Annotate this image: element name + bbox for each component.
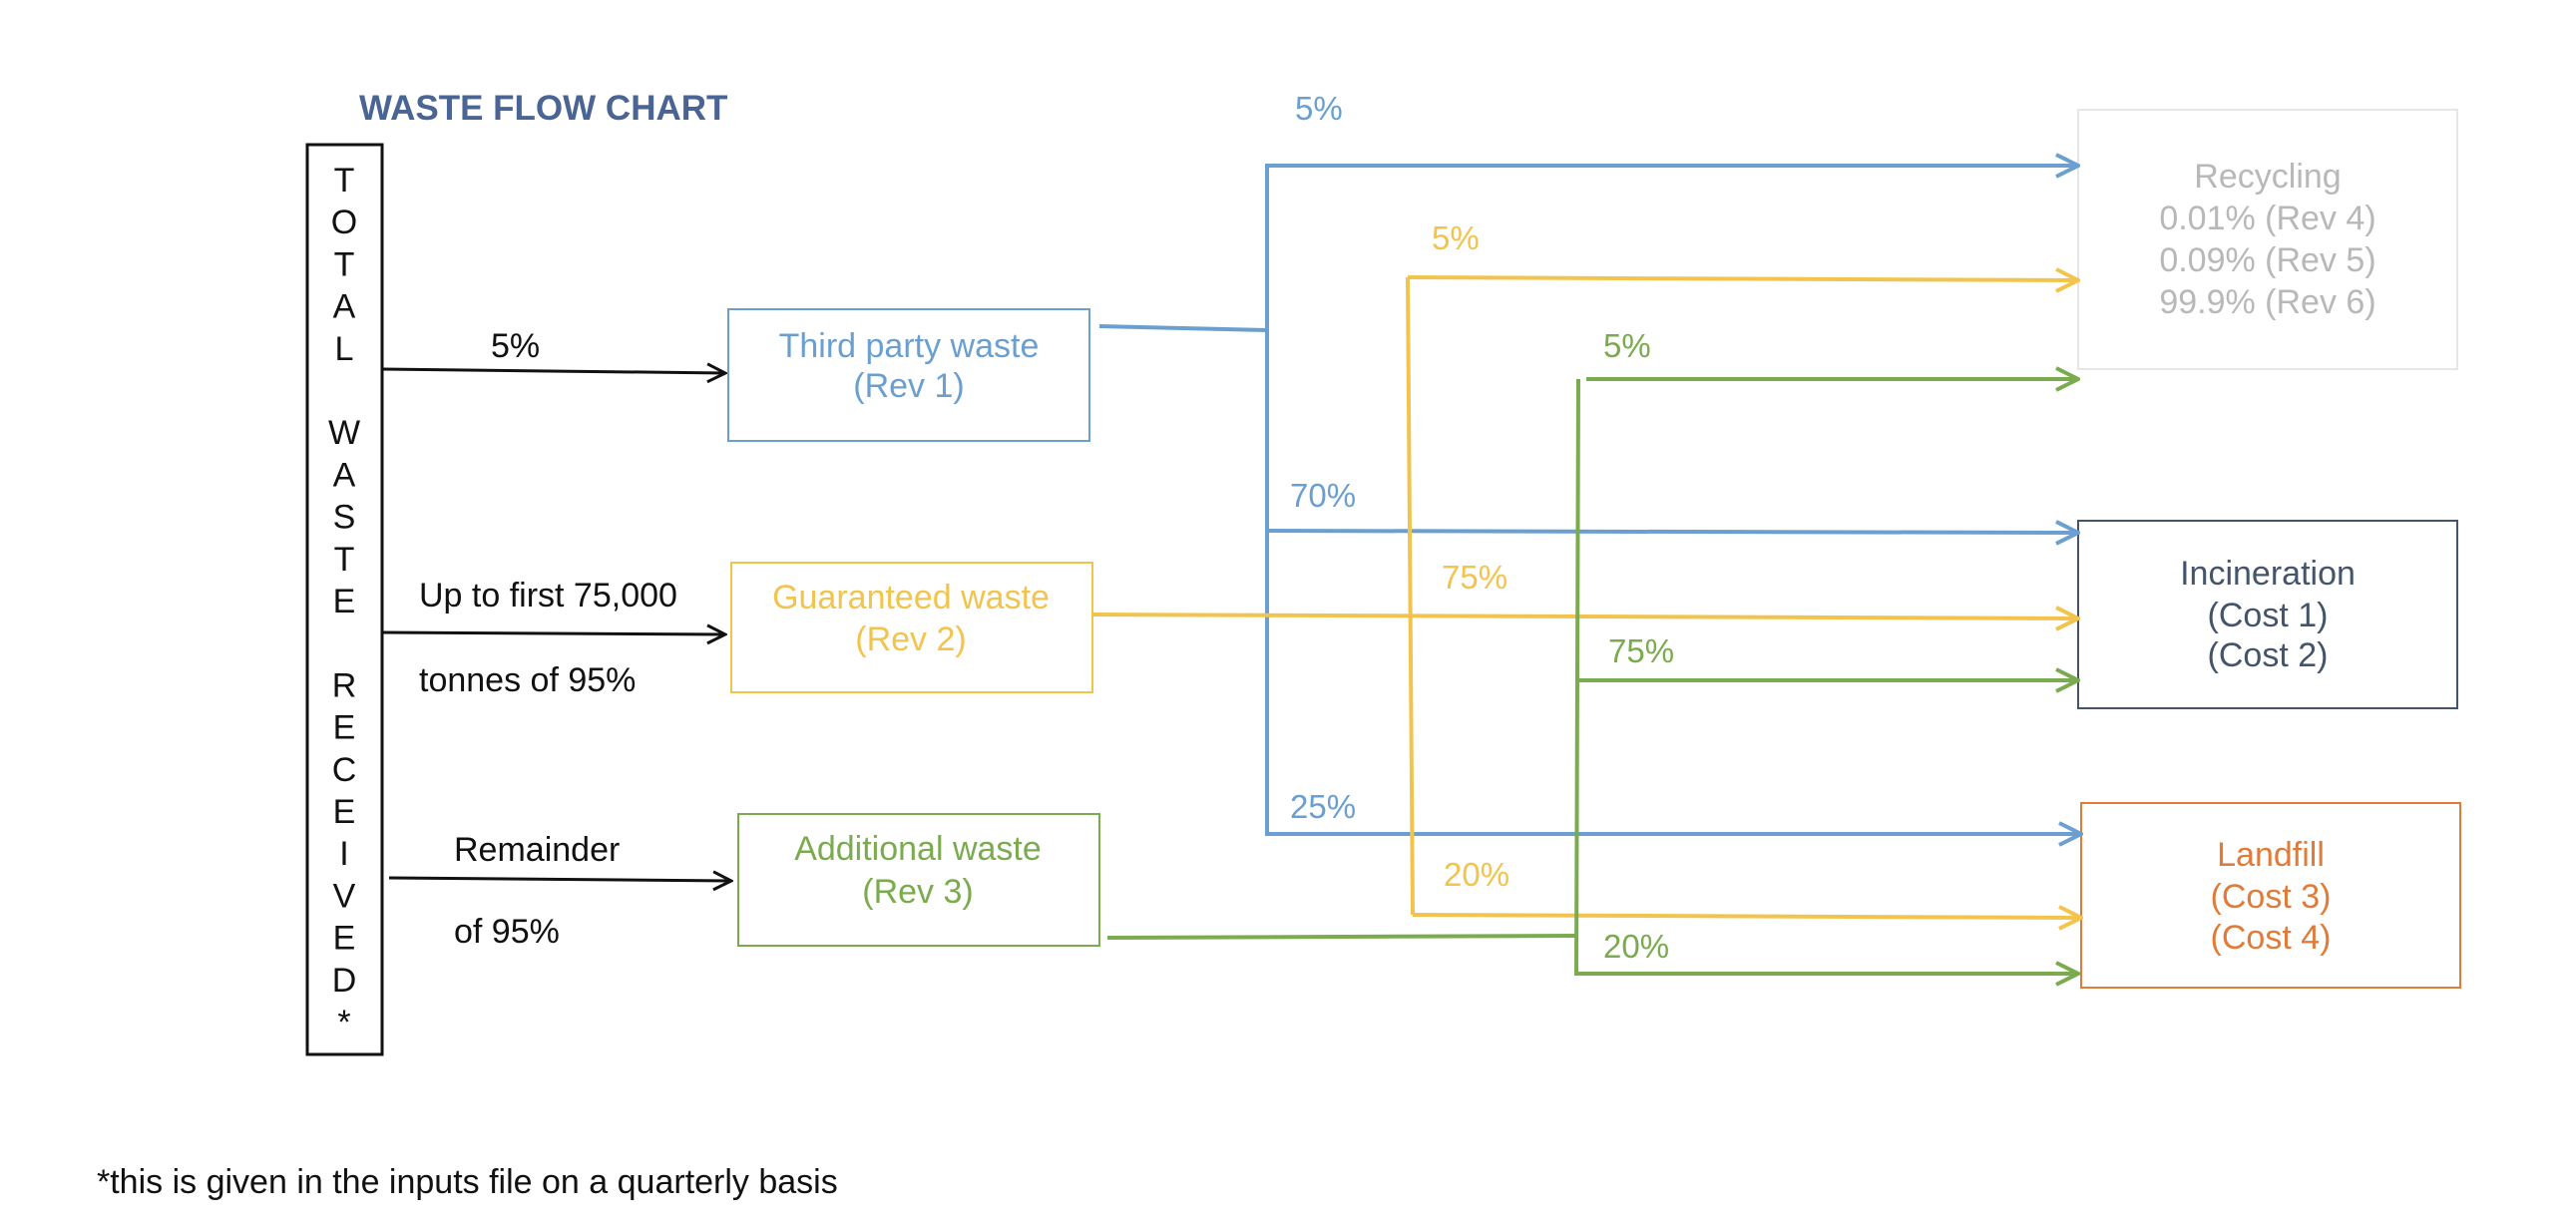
guaranteed-label-line2: tonnes of 95%: [419, 661, 636, 699]
blue-pct-recycling: 5%: [1295, 90, 1343, 127]
green-pct-recycling: 5%: [1603, 327, 1651, 364]
guaranteed-box: [730, 562, 1093, 693]
blue-flow: [1098, 164, 2081, 836]
footnote: *this is given in the inputs file on a q…: [97, 1163, 838, 1201]
arrow-to-third-party: [381, 369, 725, 373]
landfill-cost4: (Cost 4): [2211, 919, 2332, 957]
recycling-rev4: 0.01% (Rev 4): [2159, 200, 2375, 237]
total-label-letter: E: [333, 709, 356, 747]
recycling-rev6: 99.9% (Rev 6): [2159, 283, 2375, 321]
third-party-line2: (Rev 1): [853, 367, 964, 405]
incineration-cost1: (Cost 1): [2208, 597, 2329, 634]
total-label-letter: A: [333, 456, 356, 494]
total-label-letter: C: [332, 751, 357, 789]
landfill-cost3: (Cost 3): [2211, 878, 2332, 916]
additional-label-line1: Remainder: [454, 831, 620, 869]
recycling-title: Recycling: [2194, 158, 2341, 196]
total-label-letter: E: [333, 583, 356, 620]
total-label-letter: T: [334, 245, 355, 283]
blue-pct-landfill: 25%: [1290, 788, 1356, 825]
total-label-letter: E: [333, 793, 356, 831]
landfill-title: Landfill: [2217, 836, 2325, 874]
yellow-to-landfill: [1412, 915, 2081, 918]
recycling-rev5: 0.09% (Rev 5): [2159, 241, 2375, 279]
total-label-letter: O: [331, 204, 357, 241]
yellow-to-incineration: [1091, 614, 2078, 618]
yellow-trunk: [1406, 276, 1415, 916]
blue-feed-line: [1098, 324, 1268, 332]
green-trunk: [1574, 378, 1580, 977]
green-pct-incineration: 75%: [1608, 632, 1674, 669]
arrow-to-guaranteed: [381, 632, 725, 634]
chart-title: WASTE FLOW CHART: [359, 89, 727, 128]
total-label-letter: W: [328, 414, 360, 452]
green-pct-landfill: 20%: [1603, 928, 1669, 965]
total-label-letter: V: [333, 877, 356, 915]
total-label-letter: L: [335, 330, 354, 368]
guaranteed-line1: Guaranteed waste: [772, 579, 1050, 616]
blue-to-incineration: [1266, 531, 2078, 533]
guaranteed-line2: (Rev 2): [855, 620, 966, 658]
landfill-box: [2080, 802, 2461, 989]
yellow-pct-landfill: 20%: [1444, 856, 1509, 893]
total-label-letter: I: [339, 835, 348, 873]
additional-box: [737, 813, 1100, 947]
yellow-pct-incineration: 75%: [1442, 559, 1507, 596]
total-label-letter: D: [332, 962, 357, 1000]
green-feed-line: [1106, 934, 1577, 940]
third-party-box: [727, 308, 1090, 442]
total-label-letter: A: [333, 288, 356, 326]
total-label-letter: E: [333, 920, 356, 958]
recycling-box: [2077, 109, 2458, 370]
blue-pct-incineration: 70%: [1290, 477, 1356, 514]
total-label-letter: *: [337, 1004, 350, 1041]
third-party-line1: Third party waste: [779, 327, 1040, 365]
yellow-flow: [1091, 276, 2081, 918]
yellow-pct-recycling: 5%: [1432, 219, 1480, 256]
additional-label-line2: of 95%: [454, 913, 560, 951]
total-label-letter: S: [333, 499, 356, 537]
incineration-title: Incineration: [2180, 555, 2356, 593]
green-flow: [1106, 378, 2078, 977]
incineration-cost2: (Cost 2): [2208, 636, 2329, 674]
total-label-letter: T: [334, 541, 355, 579]
guaranteed-label-line1: Up to first 75,000: [419, 577, 677, 614]
arrow-to-additional: [388, 878, 731, 881]
additional-line2: (Rev 3): [862, 873, 973, 911]
additional-line1: Additional waste: [794, 830, 1042, 868]
total-label-letter: T: [334, 162, 355, 200]
yellow-to-recycling: [1407, 277, 2078, 280]
total-waste-box: [305, 143, 384, 1056]
total-label-letter: R: [332, 666, 357, 704]
third-party-pct: 5%: [491, 327, 540, 365]
